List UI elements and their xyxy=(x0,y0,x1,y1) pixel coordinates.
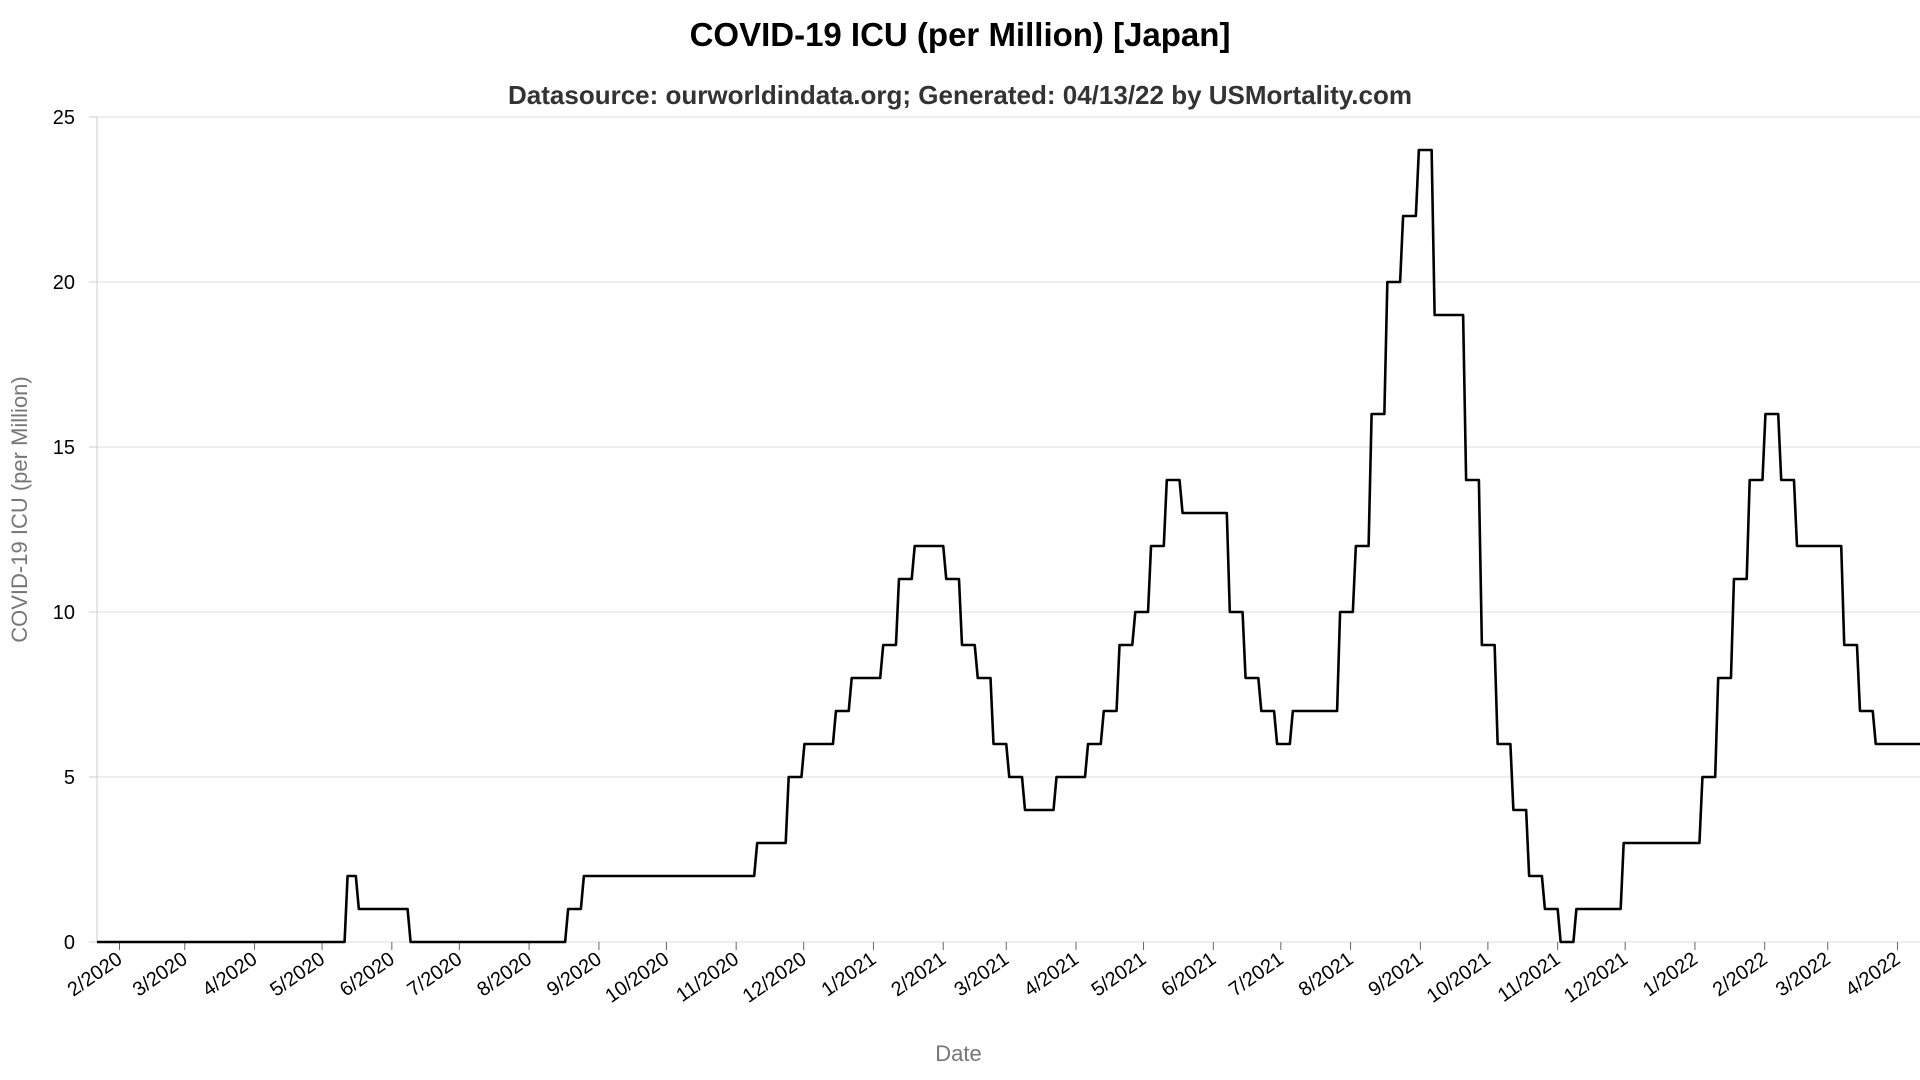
x-tick-label: 6/2020 xyxy=(336,948,399,1001)
x-tick-label: 3/2020 xyxy=(129,948,192,1001)
chart-subtitle: Datasource: ourworldindata.org; Generate… xyxy=(508,80,1412,110)
x-tick-label: 12/2020 xyxy=(739,948,811,1007)
x-tick-label: 11/2021 xyxy=(1494,948,1565,1007)
x-tick-label: 2/2022 xyxy=(1709,948,1772,1001)
series-layer xyxy=(97,148,1920,944)
x-tick-label: 1/2021 xyxy=(818,948,881,1001)
x-tick-label: 2/2021 xyxy=(887,948,950,1001)
y-tick-label: 0 xyxy=(64,932,75,954)
x-tick-label: 9/2021 xyxy=(1365,948,1428,1001)
x-tick-label: 6/2021 xyxy=(1157,948,1220,1001)
x-tick-label: 2/2020 xyxy=(64,948,127,1001)
x-tick-label: 7/2021 xyxy=(1225,948,1288,1001)
x-tick-label: 7/2020 xyxy=(403,948,466,1001)
y-tick-label: 20 xyxy=(53,272,75,294)
series-line xyxy=(97,148,1920,944)
x-axis-label: Date xyxy=(935,1041,981,1066)
x-tick-label: 10/2021 xyxy=(1423,948,1495,1007)
x-tick-label: 8/2021 xyxy=(1295,948,1358,1001)
x-tick-label: 10/2020 xyxy=(601,948,673,1007)
x-tick-label: 5/2020 xyxy=(266,948,329,1001)
x-tick-label: 4/2022 xyxy=(1842,948,1905,1001)
y-tick-label: 5 xyxy=(64,767,75,789)
x-tick-label: 4/2021 xyxy=(1020,948,1083,1001)
x-tick-label: 8/2020 xyxy=(473,948,536,1001)
y-tick-label: 10 xyxy=(53,602,75,624)
grid-layer xyxy=(97,116,1920,943)
x-tick-label: 9/2020 xyxy=(543,948,606,1001)
x-tick-label: 3/2022 xyxy=(1772,948,1835,1001)
x-tick-label: 12/2021 xyxy=(1560,948,1632,1007)
chart-title: COVID-19 ICU (per Million) [Japan] xyxy=(689,16,1231,53)
y-axis-label: COVID-19 ICU (per Million) xyxy=(7,376,32,643)
axis-layer: 0 5 10 15 20 25 2/2020 3/2020 4/2020 5/2020 6/2020… xyxy=(53,107,1905,1008)
x-tick-label: 1/2022 xyxy=(1639,948,1702,1001)
x-tick-label: 11/2020 xyxy=(672,948,743,1007)
x-tick-label: 5/2021 xyxy=(1088,948,1151,1001)
x-tick-label: 3/2021 xyxy=(950,948,1013,1001)
y-tick-label: 15 xyxy=(53,437,75,459)
x-tick-label: 4/2020 xyxy=(199,948,262,1001)
y-tick-label: 25 xyxy=(53,107,75,129)
